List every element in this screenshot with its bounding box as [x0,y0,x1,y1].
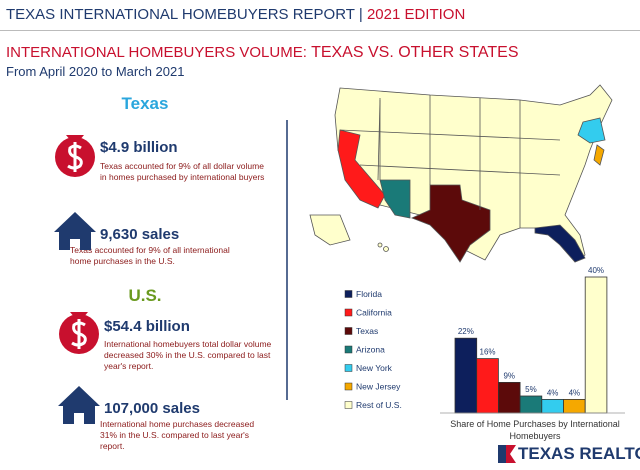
header-separator: | [358,6,363,23]
stat-text: International home purchases decreased 3… [100,419,255,451]
bar [497,381,521,414]
legend-swatch [344,308,353,317]
value-label: 4% [547,388,559,397]
legend-label: New Jersey [356,382,401,392]
bar [519,395,543,414]
value-label: 16% [480,348,496,357]
bar [454,337,478,414]
header-title: TEXAS INTERNATIONAL HOMEBUYERS REPORT [6,6,355,23]
legend-swatch [344,327,353,335]
value-label: 5% [525,385,537,394]
us-heading: U.S. [128,286,162,305]
stat-text: Texas accounted for 9% of all internatio… [70,245,230,266]
legend-label: Arizona [356,345,385,355]
logo-icon [498,445,516,463]
headline: INTERNATIONAL HOMEBUYERS VOLUME: TEXAS V… [6,44,519,62]
house-icon [54,212,96,250]
legend-label: California [356,308,392,318]
headline-accent: TEXAS VS. OTHER STATES [311,44,519,61]
stat-value: 107,000 sales [104,400,200,417]
money-bag-icon [59,312,99,354]
bar [584,276,608,414]
stat-value: $54.4 billion [104,318,190,335]
legend-label: Texas [356,326,378,336]
legend-swatch [344,364,353,372]
stat-value: 9,630 sales [100,226,180,243]
chart-title: Share of Home Purchases by International… [450,419,620,441]
stat-text: Texas accounted for 9% of all dollar vol… [100,161,265,182]
header-rule [0,30,640,31]
money-bag-icon [55,135,95,177]
legend-swatch [344,290,353,298]
legend-swatch [344,401,353,409]
us-map [309,84,613,263]
bar [541,398,564,414]
bar [563,398,586,414]
stat-value: $4.9 billion [100,139,178,156]
value-label: 4% [569,388,581,397]
legend-swatch [344,382,353,391]
value-label: 40% [588,266,604,275]
headline-lead: INTERNATIONAL HOMEBUYERS VOLUME: [6,44,307,61]
logo-text: TEXAS REALTORS [518,444,640,463]
legend-swatch [344,345,353,354]
header: TEXAS INTERNATIONAL HOMEBUYERS REPORT | … [6,6,465,23]
legend-label: Florida [356,289,382,299]
house-icon [58,386,100,424]
stat-text: International homebuyers total dollar vo… [104,339,272,371]
texas-heading: Texas [121,94,169,113]
bar [476,358,499,414]
legend-label: Rest of U.S. [356,400,402,410]
value-label: 22% [458,327,474,336]
subtitle: From April 2020 to March 2021 [6,64,185,79]
legend-label: New York [356,363,393,373]
header-edition: 2021 EDITION [366,6,466,23]
value-label: 9% [503,371,515,380]
